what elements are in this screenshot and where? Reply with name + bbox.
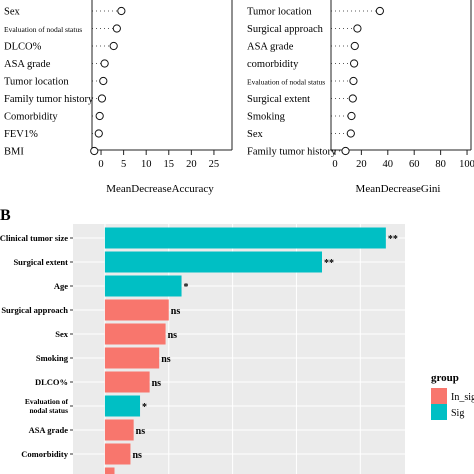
gini-x-tick-label: 100 <box>459 159 474 170</box>
accuracy-category-label: Comorbidity <box>4 112 58 123</box>
gini-category-label: Smoking <box>247 112 286 123</box>
gini-category-label: ASA grade <box>247 42 294 53</box>
gini-data-point <box>347 111 356 121</box>
bar <box>104 443 131 465</box>
bar <box>104 323 166 345</box>
bar <box>104 395 141 417</box>
legend-label-in-sig: In_sig <box>451 392 474 403</box>
bar <box>104 299 169 321</box>
gini-data-point <box>353 24 362 33</box>
bar <box>104 419 134 441</box>
bar <box>104 371 150 393</box>
bar <box>104 227 386 249</box>
accuracy-data-point <box>90 146 99 156</box>
bar-category-label: Evaluation of nodal status <box>25 397 69 415</box>
bar <box>104 347 160 369</box>
gini-x-tick-label: 20 <box>356 159 367 170</box>
bar-significance-annotation: ** <box>388 234 398 245</box>
legend-label-sig: Sig <box>451 408 464 419</box>
bar-category-label: Clinical tumor size <box>0 233 68 243</box>
bar-significance-annotation: ** <box>324 258 334 269</box>
gini-category-label: Family tumor history <box>247 147 337 158</box>
bar-significance-annotation: ns <box>132 450 142 461</box>
gini-x-tick-label: 80 <box>435 159 446 170</box>
significance-barchart: ** Clinical tumor size ** Surgical extent * A… <box>0 224 405 474</box>
bar-category-label: DLCO% <box>35 377 68 387</box>
gini-x-axis-label: MeanDecreaseGini <box>356 183 441 195</box>
legend-swatch-in-sig <box>431 388 447 404</box>
accuracy-x-tick-label: 15 <box>164 159 175 170</box>
gini-data-point <box>375 6 384 16</box>
bar-category-label: Sex <box>55 329 69 339</box>
bar-significance-annotation: * <box>184 282 189 293</box>
accuracy-category-label: Evaluation of nodal status <box>4 25 82 34</box>
bar-category-label: Surgical extent <box>13 257 68 267</box>
accuracy-x-tick-label: 25 <box>209 159 220 170</box>
gini-data-point <box>348 94 357 103</box>
accuracy-x-axis-label: MeanDecreaseAccuracy <box>106 183 214 195</box>
gini-dotplot: Tumor location Surgical approach ASA grade… <box>247 0 474 195</box>
bar-category-label: Age <box>54 281 68 291</box>
bar-significance-annotation: ns <box>152 378 162 389</box>
accuracy-category-label: ASA grade <box>4 59 51 70</box>
bar-significance-annotation: * <box>142 402 147 413</box>
bar-significance-annotation: ns <box>136 426 146 437</box>
accuracy-data-point <box>99 76 108 86</box>
gini-x-tick-label: 0 <box>332 159 337 170</box>
bar <box>104 467 115 474</box>
accuracy-category-label: BMI <box>4 147 24 158</box>
gini-category-label: Surgical extent <box>247 94 310 105</box>
bar <box>104 275 182 297</box>
gini-category-label: Evaluation of nodal status <box>247 78 325 87</box>
gini-category-label: comorbidity <box>247 59 299 70</box>
accuracy-data-point <box>94 129 103 138</box>
bar-category-label: Surgical approach <box>1 305 68 315</box>
accuracy-data-point <box>97 94 107 103</box>
gini-x-tick-label: 60 <box>409 159 420 170</box>
accuracy-data-point <box>117 6 126 16</box>
gini-category-label: Tumor location <box>247 7 312 18</box>
accuracy-data-point <box>95 111 104 121</box>
legend: group In_sig Sig <box>431 372 474 420</box>
accuracy-dotplot: Sex Evaluation of nodal status DLCO% ASA gr… <box>4 0 233 195</box>
accuracy-x-tick-label: 5 <box>121 159 126 170</box>
bar-category-label: Comorbidity <box>21 449 69 459</box>
gini-category-label: Sex <box>247 129 264 140</box>
bar-significance-annotation: ns <box>168 330 178 341</box>
bar-category-label: Smoking <box>36 353 69 363</box>
gini-data-point <box>350 41 359 51</box>
accuracy-x-tick-label: 10 <box>141 159 152 170</box>
accuracy-data-point <box>112 24 121 33</box>
accuracy-category-label: Tumor location <box>4 77 69 88</box>
bar-significance-annotation: ns <box>161 354 171 365</box>
accuracy-data-point <box>109 41 118 51</box>
gini-data-point <box>350 59 359 68</box>
gini-data-point <box>346 129 355 138</box>
accuracy-category-label: DLCO% <box>4 42 42 53</box>
panel-label-b: B <box>0 207 11 224</box>
accuracy-x-tick-label: 0 <box>98 159 103 170</box>
legend-swatch-sig <box>431 404 447 420</box>
gini-data-point <box>341 146 350 156</box>
accuracy-x-tick-label: 20 <box>186 159 197 170</box>
gini-data-point <box>349 76 358 86</box>
accuracy-category-label: Sex <box>4 7 21 18</box>
accuracy-category-label: FEV1% <box>4 129 38 140</box>
bar <box>104 251 322 273</box>
bar-significance-annotation: ns <box>171 306 181 317</box>
bar-category-label: ASA grade <box>29 425 69 435</box>
legend-title: group <box>431 372 459 384</box>
accuracy-category-label: Family tumor history <box>4 94 94 105</box>
accuracy-data-point <box>100 59 109 68</box>
gini-x-tick-label: 40 <box>383 159 394 170</box>
gini-category-label: Surgical approach <box>247 24 324 35</box>
